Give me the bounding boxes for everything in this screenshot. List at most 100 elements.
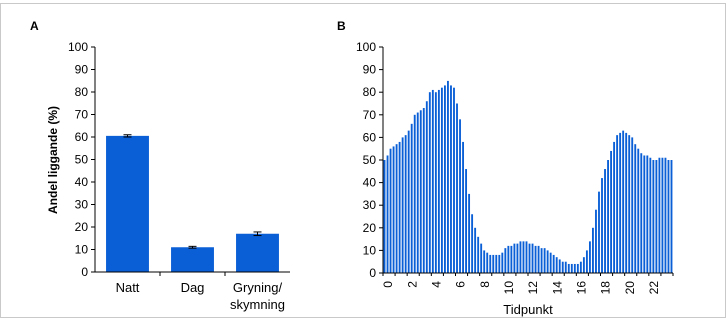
panel-b-bar [610, 150, 613, 273]
panel-b-bar [465, 169, 468, 273]
panel-a-y-tick-label: 80 [75, 85, 89, 99]
panel-b-bar [531, 243, 534, 273]
panel-a-category-label: Dag [181, 280, 205, 295]
panel-b-y-tick-label: 70 [363, 108, 377, 122]
panel-b-x-tick-label: 20 [623, 281, 637, 295]
panel-a-bar [236, 233, 279, 272]
panel-b-y-tick-label: 0 [369, 266, 376, 280]
panel-b-bar [468, 193, 471, 273]
panel-b-bar [404, 135, 407, 273]
panel-b-bar [595, 209, 597, 273]
panel-b-x-tick-label: 16 [575, 281, 589, 295]
panel-b-bar [658, 157, 661, 273]
panel-b-bar [425, 101, 428, 274]
panel-b-bar [652, 160, 655, 273]
panel-b-bar [416, 112, 419, 273]
panel-a: A Andel liggande (%) 0 10 20 30 40 50 60 70 80 90… [30, 19, 290, 312]
panel-b-y-tick-label: 60 [363, 130, 377, 144]
panel-b-label: B [337, 19, 346, 33]
panel-a-y-tick-label: 30 [75, 198, 89, 212]
panel-b-bar [625, 132, 628, 273]
panel-b-bar [474, 227, 477, 273]
panel-b-bar [601, 178, 603, 273]
panel-b-bar [592, 227, 594, 273]
panel-b-bar [561, 261, 564, 273]
panel-b-bar [437, 89, 440, 273]
panel-b-bar [549, 252, 552, 273]
panel-a-y-tick-label: 0 [81, 265, 88, 279]
panel-b-bar [419, 110, 422, 273]
panel-b-bar [558, 259, 561, 273]
panel-b-x-tick-label: 6 [454, 281, 468, 288]
panel-a-y-tick-label: 50 [75, 153, 89, 167]
panel-a-y-axis-label: Andel liggande (%) [46, 106, 60, 214]
panel-b-bar [471, 214, 474, 273]
panel-b-x-tick-label: 8 [478, 281, 492, 288]
panel-b-x-tick-label: 12 [526, 281, 540, 295]
panel-b-x-tick-label: 10 [502, 281, 516, 295]
panel-b-bar [401, 137, 404, 273]
panel-b-bar [525, 241, 528, 273]
panel-a-y-tick-label: 60 [75, 130, 89, 144]
panel-a-y-tick-label: 20 [75, 220, 89, 234]
panel-b-bar [670, 160, 673, 273]
panel-b-bar [383, 160, 386, 273]
panel-b-bar [459, 119, 461, 273]
panel-b-y-tick-label: 80 [363, 85, 377, 99]
panel-b-bar [410, 123, 413, 273]
panel-b-bar [664, 157, 667, 273]
panel-b-bar [504, 248, 507, 273]
panel-b-bar [552, 254, 555, 273]
panel-b-bar [634, 144, 637, 273]
panel-b-bar [477, 236, 480, 273]
panel-b-bar [619, 132, 622, 273]
panel-b-bar [516, 243, 519, 273]
panel-b-bar [528, 243, 531, 273]
panel-b-bar [540, 248, 543, 273]
panel-b-y-tick-label: 10 [363, 243, 377, 257]
panel-b-bar [661, 157, 664, 273]
panel-b-bar [480, 243, 483, 273]
panel-b-bar [631, 137, 634, 273]
panel-b-bar [567, 263, 570, 273]
panel-b-bar [607, 160, 609, 273]
panel-b-bar [643, 155, 646, 273]
panel-b: B Tidpunkt 0 10 20 30 40 50 60 70 80 90 100 0 2 4 6 8 10… [337, 19, 674, 317]
panel-b-axes: 0 10 20 30 40 50 60 70 80 90 100 0 2 4 6 8 10 12 14 16 18 20 2… [356, 40, 674, 295]
panel-b-y-tick-label: 30 [363, 198, 377, 212]
panel-b-bar [450, 85, 452, 273]
panel-b-bar [519, 241, 522, 273]
panel-b-bars [383, 80, 673, 274]
panel-b-bar [513, 243, 516, 273]
panel-b-bar [582, 257, 585, 273]
panel-a-y-tick-label: 70 [75, 108, 89, 122]
panel-a-category-label: Gryning/ [233, 280, 283, 295]
panel-b-bar [522, 241, 525, 273]
panel-a-label: A [30, 19, 39, 33]
panel-b-bar [579, 261, 582, 273]
panel-a-y-tick-label: 100 [68, 40, 88, 54]
panel-b-bar [570, 263, 573, 273]
panel-b-bar [637, 148, 640, 273]
panel-a-y-tick-label: 90 [75, 63, 89, 77]
panel-b-bar [576, 263, 579, 273]
panel-a-category-label-line2: skymning [230, 297, 285, 312]
panel-b-x-axis-label: Tidpunkt [503, 302, 553, 317]
panel-b-bar [422, 108, 425, 274]
panel-b-y-tick-label: 40 [363, 176, 377, 190]
panel-b-bar [492, 254, 495, 273]
panel-b-bar [667, 160, 670, 273]
panel-b-bar [573, 263, 576, 273]
panel-b-bar [483, 250, 486, 273]
panel-b-bar [392, 146, 395, 273]
panel-b-bar [486, 252, 489, 273]
panel-b-bar [655, 160, 658, 273]
panel-b-bar [489, 254, 492, 273]
panel-b-bar [543, 248, 546, 273]
panel-b-bar [440, 87, 443, 274]
panel-b-bar [498, 254, 501, 273]
panel-b-x-tick-label: 2 [405, 281, 419, 288]
panel-b-bar [428, 92, 431, 273]
panel-b-bar [510, 245, 513, 273]
